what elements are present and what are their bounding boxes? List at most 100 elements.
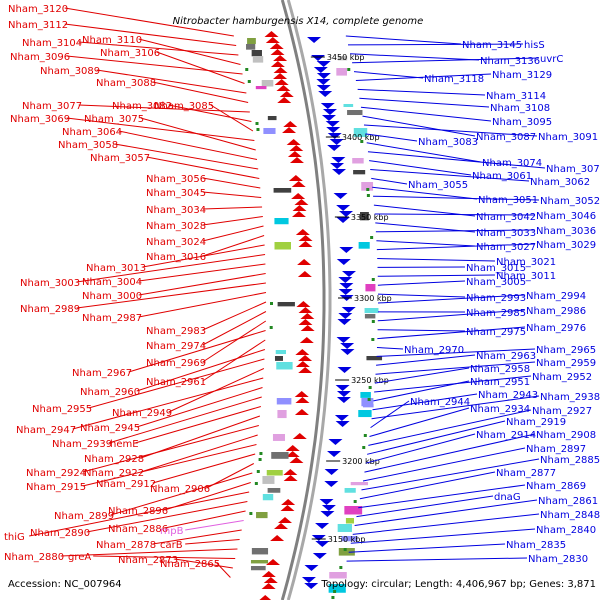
left-gene-label: Nham_3058 <box>58 140 118 151</box>
right-gene-label: Nham_3046 <box>536 211 596 222</box>
forward-gene-arrow <box>285 451 300 457</box>
left-gene-label: Nham_2969 <box>146 358 206 369</box>
right-gene-label: Nham_2869 <box>526 481 586 492</box>
left-label-leader <box>72 377 264 430</box>
left-label-leader <box>114 143 259 170</box>
right-label-leader <box>369 407 470 437</box>
right-gene-label: Nham_3042 <box>476 212 536 223</box>
left-gene-label: Nham_3110 <box>82 35 142 46</box>
left-label-leader <box>136 387 263 428</box>
right-label-leader <box>377 309 526 322</box>
right-label-leader <box>356 495 494 518</box>
right-gene-label: Nham_3108 <box>490 103 550 114</box>
right-label-leader <box>345 35 462 45</box>
right-label-leader <box>370 169 530 182</box>
label-callouts: Nham_3120 Nham_3112 Nham_3104 Nham_3110 Nham… <box>4 4 600 578</box>
reverse-gene-arrow <box>340 349 355 355</box>
left-gene-label: Nham_3016 <box>146 252 206 263</box>
reverse-gene-arrow <box>336 391 351 397</box>
forward-gene-arrow <box>297 271 312 277</box>
forward-gene-arrow <box>295 349 310 355</box>
left-label-leader <box>76 254 266 283</box>
left-label-leader <box>140 117 256 151</box>
feature-block <box>361 398 374 407</box>
right-label-leader <box>364 433 536 473</box>
left-gene-label: Nham_3085 <box>154 101 214 112</box>
forward-gene-arrow <box>263 577 278 583</box>
feature-block <box>262 476 275 484</box>
left-gene-label: Nham_2987 <box>82 313 142 324</box>
left-gene-label: Nham_2949 <box>112 408 172 419</box>
feature-block <box>277 410 287 419</box>
left-gene-label: Nham_3112 <box>8 20 68 31</box>
left-label-leader <box>142 244 265 268</box>
left-label-leader <box>156 51 245 84</box>
left-label-leader <box>108 396 262 444</box>
forward-gene-arrow <box>295 229 310 235</box>
right-label-leader <box>376 347 404 350</box>
feature-block <box>273 188 292 193</box>
forward-gene-arrow <box>269 43 284 49</box>
left-gene-label: Nham_3064 <box>62 127 122 138</box>
right-label-leader <box>366 142 482 163</box>
reverse-gene-arrow <box>339 247 354 253</box>
left-label-leader <box>216 562 231 578</box>
feature-block <box>251 548 269 555</box>
left-label-leader <box>202 206 263 210</box>
left-label-leader <box>202 225 264 242</box>
forward-gene-arrow <box>298 367 313 373</box>
left-gene-label: Nham_2880 <box>4 552 64 563</box>
reverse-gene-arrow <box>316 79 331 85</box>
reverse-gene-arrow <box>337 319 352 325</box>
right-label-leader <box>373 380 470 402</box>
ring-tick <box>362 446 366 449</box>
genome-summary-text: Topology: circular; Length: 4,406,967 bp… <box>320 579 596 590</box>
right-gene-label: Nham_2914 <box>476 430 536 441</box>
ring-tick <box>255 122 259 125</box>
feature-block <box>337 56 348 61</box>
right-gene-label: Nham_3015 <box>466 263 526 274</box>
forward-gene-arrow <box>300 325 315 331</box>
right-gene-label: Nham_3036 <box>536 226 596 237</box>
right-label-leader <box>361 458 540 491</box>
right-gene-label: Nham_3052 <box>540 196 600 207</box>
left-label-leader <box>29 491 250 537</box>
reverse-gene-arrow <box>315 523 330 529</box>
ring-tick <box>371 278 375 281</box>
left-label-leader <box>152 81 249 103</box>
right-label-leader <box>376 240 476 247</box>
right-label-leader <box>371 177 408 185</box>
feature-block <box>277 302 295 307</box>
reverse-gene-arrow <box>319 499 334 505</box>
kbp-tick-label: 3400 kbp <box>342 133 380 142</box>
right-gene-label: Nham_3095 <box>492 117 552 128</box>
right-gene-label: Nham_2938 <box>540 392 600 403</box>
feature-block <box>344 506 363 515</box>
left-gene-label: Nham_2924 <box>26 468 86 479</box>
reverse-gene-arrow <box>316 85 331 91</box>
left-label-leader <box>152 529 242 545</box>
forward-gene-arrow <box>287 151 302 157</box>
right-label-leader <box>377 294 526 304</box>
forward-gene-arrow <box>289 457 304 463</box>
left-label-leader <box>174 558 233 569</box>
reverse-gene-arrow <box>320 103 335 109</box>
kbp-tick-label: 3450 kbp <box>327 53 365 62</box>
feature-block <box>251 50 262 57</box>
ring-tick <box>371 320 375 323</box>
feature-block <box>366 356 383 361</box>
reverse-gene-arrow <box>313 67 328 73</box>
left-label-leader <box>135 406 261 444</box>
feature-block <box>350 482 369 486</box>
right-label-leader <box>359 471 496 500</box>
feature-block <box>344 488 356 493</box>
right-label-leader <box>376 354 476 366</box>
feature-block <box>336 68 348 76</box>
right-label-leader <box>375 229 536 233</box>
right-label-leader <box>365 133 418 142</box>
forward-gene-arrow <box>294 199 309 205</box>
left-gene-label: Nham_3034 <box>146 205 206 216</box>
left-gene-label: Nham_3024 <box>146 237 206 248</box>
right-label-leader <box>355 73 492 81</box>
feature-block <box>271 452 289 459</box>
